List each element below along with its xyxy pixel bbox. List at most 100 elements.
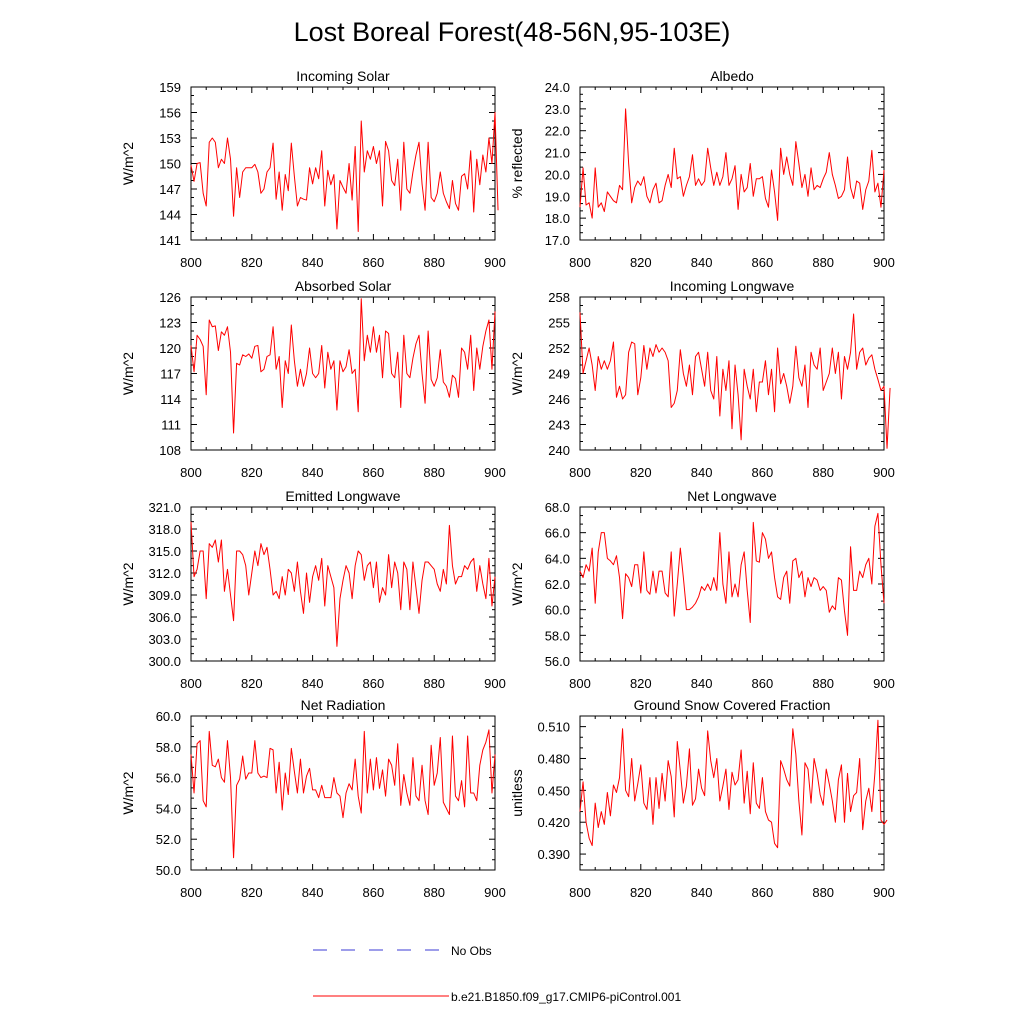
y-tick-label: 58.0 [156,740,181,755]
y-tick-label: 19.0 [545,189,570,204]
panel-5: Emitted Longwave W/m^2 800 820 840 860 880 900 3… [120,488,506,691]
x-tick-label: 860 [752,255,774,270]
plot-frame [579,506,885,662]
y-tick-label: 312.0 [148,566,181,581]
x-tick-label: 800 [569,465,591,480]
series-line [190,521,496,647]
x-tick-label: 820 [630,885,652,900]
series-line [579,719,888,849]
x-tick-label: 840 [691,465,713,480]
y-tick-label: 24.0 [545,80,570,95]
x-tick-label: 900 [873,676,895,691]
x-tick-label: 860 [752,676,774,691]
y-tick-label: 20.0 [545,167,570,182]
y-tick-label: 0.510 [537,720,570,735]
plot-frame [190,86,496,241]
series-line [190,298,496,434]
x-tick-label: 800 [180,885,202,900]
panel-title: Incoming Solar [296,68,390,84]
y-tick-label: 126 [159,290,181,305]
x-tick-label: 900 [873,255,895,270]
y-tick-label: 258 [548,290,570,305]
y-axis-label: W/m^2 [120,352,136,395]
y-tick-label: 123 [159,316,181,331]
y-tick-label: 255 [548,316,570,331]
y-axis-label: W/m^2 [509,352,525,395]
y-tick-label: 68.0 [545,500,570,515]
y-tick-label: 150 [159,157,181,172]
panel-8: Ground Snow Covered Fraction unitless 800 8… [509,697,895,900]
panel-title: Ground Snow Covered Fraction [634,697,831,713]
y-axis-label: % reflected [509,128,525,198]
panel-title: Absorbed Solar [295,278,392,294]
x-tick-label: 900 [484,465,506,480]
y-tick-label: 0.420 [537,815,570,830]
x-tick-label: 860 [363,465,385,480]
x-tick-label: 880 [812,885,834,900]
x-tick-label: 820 [630,676,652,691]
x-tick-label: 860 [363,255,385,270]
series-line [190,729,496,859]
y-tick-label: 58.0 [545,628,570,643]
panel-title: Net Radiation [301,697,386,713]
x-tick-label: 900 [873,885,895,900]
x-tick-label: 820 [241,465,263,480]
y-axis-label: W/m^2 [509,562,525,605]
y-tick-label: 252 [548,341,570,356]
y-tick-label: 60.0 [545,603,570,618]
panel-2: Albedo % reflected 800 820 840 860 880 900 17.0 1… [509,68,895,270]
y-tick-label: 60.0 [156,709,181,724]
x-tick-label: 840 [691,676,713,691]
y-tick-label: 240 [548,443,570,458]
x-tick-label: 880 [423,676,445,691]
y-tick-label: 315.0 [148,544,181,559]
x-tick-label: 800 [569,255,591,270]
y-tick-label: 56.0 [156,771,181,786]
x-tick-label: 880 [423,255,445,270]
y-axis-label: W/m^2 [120,142,136,185]
x-tick-label: 800 [569,676,591,691]
y-tick-label: 141 [159,233,181,248]
panel-6: Net Longwave W/m^2 800 820 840 860 880 900 56.0 5… [509,488,895,691]
y-tick-label: 300.0 [148,654,181,669]
y-tick-label: 249 [548,367,570,382]
x-tick-label: 880 [423,885,445,900]
y-tick-label: 64.0 [545,551,570,566]
x-tick-label: 840 [691,255,713,270]
legend: No Obs b.e21.B1850.f09_g17.CMIP6-piContr… [313,944,681,1004]
y-tick-label: 0.450 [537,783,570,798]
y-tick-label: 17.0 [545,233,570,248]
series-line [579,108,885,221]
x-tick-label: 820 [630,465,652,480]
x-tick-label: 900 [484,676,506,691]
panel-1: Incoming Solar W/m^2 800 820 840 860 880 900 141… [120,68,506,270]
x-tick-label: 820 [630,255,652,270]
panel-7: Net Radiation W/m^2 800 820 840 860 880 900 50.0… [120,697,506,900]
y-tick-label: 303.0 [148,632,181,647]
x-tick-label: 880 [812,465,834,480]
x-tick-label: 840 [302,885,324,900]
y-tick-label: 159 [159,80,181,95]
y-tick-label: 321.0 [148,500,181,515]
y-tick-label: 117 [160,367,181,382]
y-axis-label: W/m^2 [120,562,136,605]
panel-3: Absorbed Solar W/m^2 800 820 840 860 880 900 108… [120,278,506,480]
x-tick-label: 860 [752,465,774,480]
y-tick-label: 153 [159,131,181,146]
x-tick-label: 880 [812,676,834,691]
y-tick-label: 309.0 [148,588,181,603]
y-tick-label: 56.0 [545,654,570,669]
y-tick-label: 306.0 [148,610,181,625]
y-tick-label: 23.0 [545,102,570,117]
y-tick-label: 147 [159,182,181,197]
x-tick-label: 860 [752,885,774,900]
y-tick-label: 18.0 [545,211,570,226]
x-tick-label: 840 [302,465,324,480]
y-tick-label: 50.0 [156,863,181,878]
panel-grid: Incoming Solar W/m^2 800 820 840 860 880 900 141… [120,68,895,900]
series-line [579,312,891,449]
y-tick-label: 62.0 [545,577,570,592]
x-tick-label: 900 [873,465,895,480]
panel-4: Incoming Longwave W/m^2 800 820 840 860 880 900… [509,278,895,480]
plot-frame [579,715,885,871]
